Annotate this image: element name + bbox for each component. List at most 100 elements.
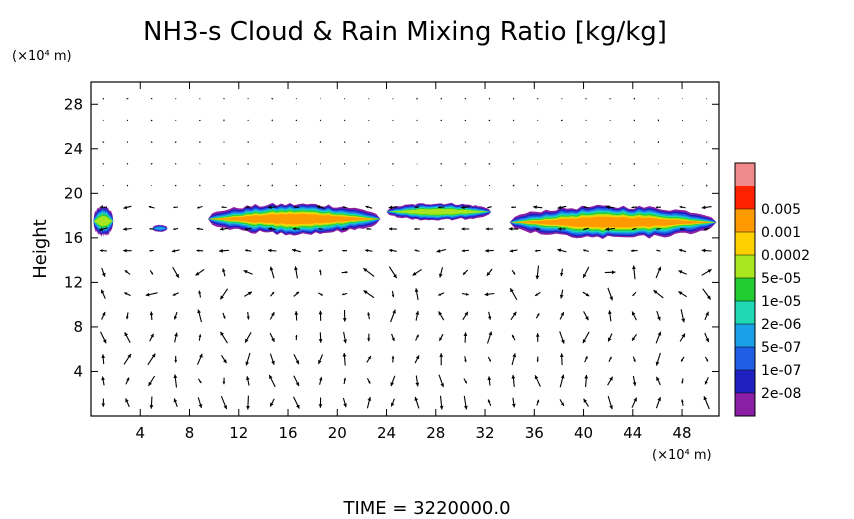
wind-vector <box>655 266 662 279</box>
x-tick-label: 44 <box>623 424 642 442</box>
wind-vector <box>511 269 516 275</box>
wind-vector <box>704 377 709 385</box>
colorbar-level-label: 2e-08 <box>761 386 801 402</box>
wind-vector <box>363 290 375 299</box>
wind-vector <box>488 119 491 122</box>
wind-vector <box>173 206 179 209</box>
wind-vector <box>319 141 322 144</box>
colorbar-swatch <box>735 278 755 301</box>
wind-vector <box>271 97 274 100</box>
time-label: TIME = 3220000.0 <box>342 498 510 519</box>
y-tick-label: 8 <box>73 318 83 336</box>
wind-vector <box>633 184 636 187</box>
colorbar-level-label: 2e-06 <box>761 317 801 333</box>
x-tick-label: 32 <box>475 424 494 442</box>
wind-vector <box>366 355 372 363</box>
wind-vector <box>175 119 177 122</box>
wind-vector <box>343 119 346 122</box>
x-tick-label: 28 <box>426 424 445 442</box>
y-tick-label: 28 <box>64 95 83 113</box>
wind-vector <box>342 309 347 322</box>
wind-vector <box>293 396 300 409</box>
wind-vector <box>583 206 589 209</box>
wind-vector <box>607 376 614 386</box>
wind-vector <box>124 332 131 343</box>
wind-vector <box>294 311 299 321</box>
wind-vector <box>464 163 467 165</box>
wind-vector <box>631 206 638 209</box>
wind-vector <box>463 395 468 410</box>
wind-vector <box>436 248 447 253</box>
wind-vector <box>608 310 612 322</box>
wind-vector <box>557 248 567 253</box>
wind-vector <box>438 292 445 296</box>
wind-vector <box>488 163 491 165</box>
colorbar-swatch <box>735 163 755 186</box>
wind-vector <box>98 227 108 232</box>
wind-vector <box>148 205 155 209</box>
wind-vector <box>462 269 469 276</box>
wind-vector <box>583 398 589 407</box>
wind-vector <box>461 292 469 296</box>
wind-vector <box>657 141 660 144</box>
wind-vector <box>367 312 371 320</box>
wind-vector <box>412 268 422 276</box>
wind-vector <box>246 312 250 320</box>
wind-vector <box>269 398 275 407</box>
wind-vector <box>656 228 661 230</box>
wind-vector <box>560 268 564 277</box>
wind-vector <box>535 333 540 342</box>
wind-vector <box>247 184 250 187</box>
wind-vector <box>464 356 467 363</box>
wind-vector <box>438 227 445 231</box>
wind-vector <box>655 352 661 366</box>
wind-vector <box>268 227 277 231</box>
wind-vector <box>440 162 443 165</box>
wind-vector <box>390 309 396 323</box>
wind-vector <box>317 354 324 365</box>
wind-vector <box>198 334 202 341</box>
wind-vector <box>440 184 442 187</box>
wind-vector <box>147 353 156 366</box>
wind-vector <box>560 119 563 122</box>
wind-vector <box>414 396 420 409</box>
wind-vector <box>123 205 132 210</box>
wind-vector <box>174 332 178 343</box>
wind-vector <box>558 227 566 231</box>
wind-vector <box>536 356 539 362</box>
wind-vector <box>150 119 153 122</box>
wind-vector <box>536 399 540 406</box>
wind-vector <box>318 228 323 230</box>
wind-vector <box>221 355 227 364</box>
colorbar-level-label: 0.0002 <box>761 248 810 264</box>
wind-vector <box>343 377 347 385</box>
colorbar-level-label: 5e-05 <box>761 271 801 287</box>
wind-vector <box>245 206 251 209</box>
wind-vector <box>632 227 637 231</box>
wind-vector <box>173 227 179 231</box>
wind-vector <box>416 141 418 144</box>
wind-vector <box>509 288 518 301</box>
wind-vector <box>656 376 661 386</box>
wind-vector <box>123 227 132 231</box>
x-tick-label: 48 <box>673 424 692 442</box>
wind-vector <box>561 184 563 187</box>
wind-vector <box>680 309 686 323</box>
wind-vector <box>583 227 589 231</box>
wind-vector <box>585 98 587 100</box>
colorbar-level-label: 1e-05 <box>761 294 801 310</box>
chart-title: NH3-s Cloud & Rain Mixing Ratio [kg/kg] <box>143 17 667 47</box>
colorbar-swatch <box>735 301 755 324</box>
wind-vector <box>632 265 636 280</box>
wind-vector <box>633 119 636 122</box>
wind-vector <box>199 119 201 122</box>
wind-vector <box>293 291 300 297</box>
wind-vector <box>100 289 106 299</box>
x-tick-label: 20 <box>328 424 347 442</box>
wind-vector <box>701 205 712 210</box>
wind-vector <box>582 249 590 252</box>
wind-vector <box>534 291 541 297</box>
colorbar-swatch <box>735 232 755 255</box>
wind-vector <box>678 291 687 298</box>
wind-vector <box>510 311 517 321</box>
